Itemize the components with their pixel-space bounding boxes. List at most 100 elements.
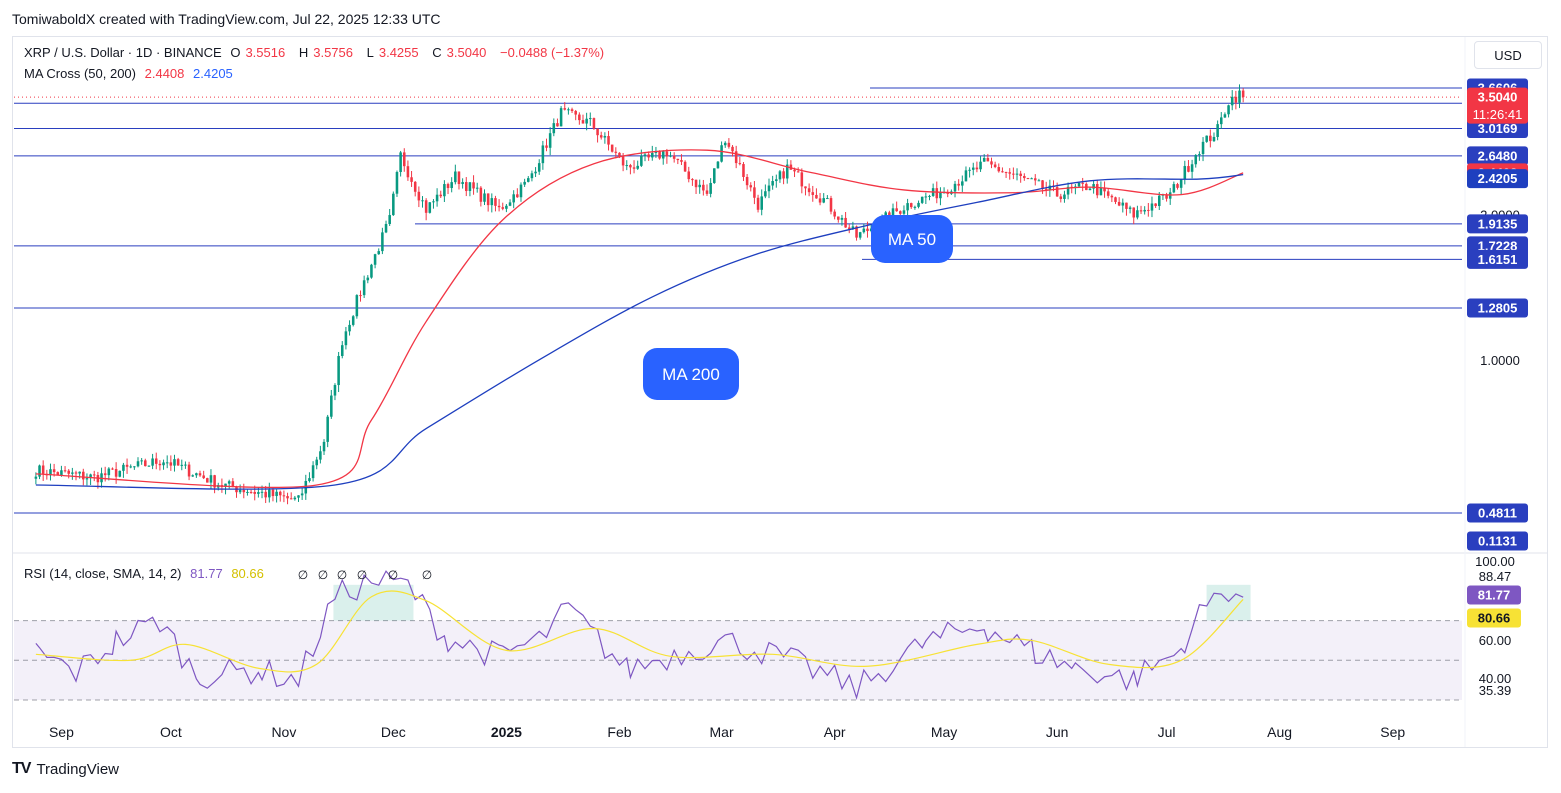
candle[interactable]	[924, 192, 928, 205]
candle[interactable]	[85, 473, 89, 486]
candle[interactable]	[909, 202, 913, 209]
candle[interactable]	[1004, 171, 1008, 178]
candle[interactable]	[979, 156, 982, 172]
candle[interactable]	[392, 191, 395, 216]
candle[interactable]	[122, 462, 125, 478]
candle[interactable]	[381, 227, 384, 255]
candle[interactable]	[723, 141, 727, 148]
candle[interactable]	[742, 162, 745, 182]
candle[interactable]	[632, 160, 636, 174]
candle[interactable]	[1234, 90, 1238, 110]
candle[interactable]	[1001, 167, 1004, 173]
candle[interactable]	[713, 168, 716, 184]
candle[interactable]	[826, 195, 829, 200]
candle[interactable]	[246, 489, 249, 496]
candle[interactable]	[738, 156, 742, 166]
candle[interactable]	[206, 477, 209, 483]
candle[interactable]	[931, 183, 935, 197]
candle[interactable]	[169, 455, 173, 471]
candle[interactable]	[734, 145, 738, 169]
candle[interactable]	[691, 178, 694, 186]
candle[interactable]	[1110, 194, 1114, 203]
candle[interactable]	[775, 174, 778, 188]
candle[interactable]	[807, 183, 811, 197]
candle[interactable]	[505, 204, 508, 213]
ma50-callout[interactable]: MA 50	[871, 215, 953, 263]
candle[interactable]	[971, 162, 975, 176]
candle[interactable]	[548, 127, 552, 156]
candle[interactable]	[133, 466, 136, 470]
candle[interactable]	[698, 179, 701, 194]
candle[interactable]	[118, 470, 122, 478]
candle[interactable]	[1041, 180, 1044, 194]
candle[interactable]	[100, 467, 103, 488]
candle[interactable]	[297, 495, 300, 502]
candle[interactable]	[745, 174, 749, 190]
candle[interactable]	[268, 482, 271, 503]
candle[interactable]	[585, 112, 588, 131]
candle[interactable]	[406, 160, 410, 181]
candle[interactable]	[1212, 132, 1216, 142]
candle[interactable]	[1172, 181, 1176, 194]
candle[interactable]	[366, 275, 370, 284]
candle[interactable]	[990, 157, 993, 169]
candle[interactable]	[1037, 178, 1041, 182]
candle[interactable]	[71, 467, 74, 480]
candle[interactable]	[1168, 187, 1172, 205]
candle[interactable]	[1241, 88, 1245, 103]
candle[interactable]	[1059, 193, 1063, 203]
candle[interactable]	[512, 190, 515, 209]
candle[interactable]	[764, 184, 767, 199]
candle[interactable]	[319, 445, 322, 464]
candle[interactable]	[180, 459, 184, 471]
candle[interactable]	[289, 492, 293, 500]
candle[interactable]	[1147, 202, 1150, 217]
candle[interactable]	[1114, 196, 1117, 205]
candle[interactable]	[749, 182, 753, 192]
candle[interactable]	[782, 168, 785, 185]
candle[interactable]	[961, 175, 964, 192]
candle[interactable]	[151, 453, 154, 470]
candle[interactable]	[1026, 177, 1030, 180]
candle[interactable]	[421, 196, 424, 208]
candle[interactable]	[373, 253, 377, 269]
candle[interactable]	[975, 161, 979, 173]
candle[interactable]	[527, 176, 530, 183]
candle[interactable]	[1198, 151, 1201, 161]
candle[interactable]	[432, 199, 435, 209]
candle[interactable]	[1099, 181, 1103, 196]
candle[interactable]	[676, 158, 680, 165]
candle[interactable]	[1187, 160, 1190, 173]
candle[interactable]	[111, 467, 114, 470]
candle[interactable]	[767, 178, 771, 199]
candle[interactable]	[818, 192, 822, 206]
candle[interactable]	[559, 106, 563, 127]
candle[interactable]	[778, 169, 782, 183]
candle[interactable]	[920, 196, 924, 205]
candle[interactable]	[326, 414, 329, 448]
candle[interactable]	[917, 200, 920, 209]
candle[interactable]	[147, 465, 151, 467]
candle[interactable]	[731, 145, 734, 157]
candle[interactable]	[1132, 207, 1136, 225]
candle[interactable]	[483, 189, 486, 206]
candle[interactable]	[829, 195, 833, 215]
candle[interactable]	[862, 223, 866, 234]
candle[interactable]	[771, 175, 774, 190]
candle[interactable]	[1230, 90, 1234, 111]
candle[interactable]	[1081, 177, 1084, 192]
candle[interactable]	[136, 457, 140, 468]
candle[interactable]	[158, 460, 162, 471]
candle[interactable]	[629, 163, 632, 175]
candle[interactable]	[1023, 173, 1026, 181]
candle[interactable]	[195, 472, 198, 478]
candle[interactable]	[340, 341, 344, 359]
candle[interactable]	[275, 489, 278, 503]
candle[interactable]	[370, 263, 373, 279]
candle[interactable]	[322, 439, 326, 455]
candle[interactable]	[439, 190, 443, 198]
candle[interactable]	[282, 490, 286, 503]
candle[interactable]	[202, 470, 205, 480]
candle[interactable]	[997, 163, 1001, 173]
candle[interactable]	[278, 490, 282, 502]
